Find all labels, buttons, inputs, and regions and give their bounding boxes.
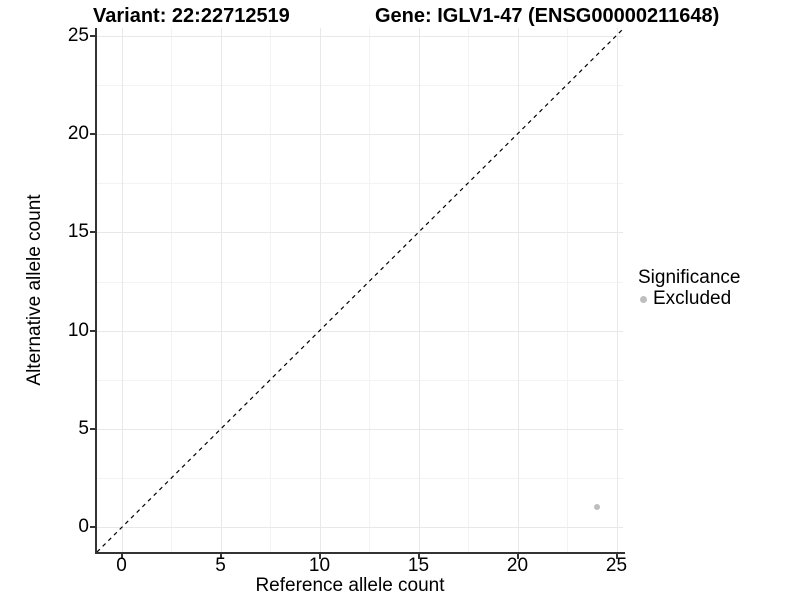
x-major-gridline bbox=[121, 28, 123, 552]
y-major-gridline bbox=[97, 428, 623, 430]
x-tick-label: 5 bbox=[215, 555, 226, 576]
x-minor-gridline bbox=[171, 28, 172, 552]
x-major-gridline bbox=[220, 28, 222, 552]
x-tick-mark bbox=[120, 554, 123, 559]
y-tick-mark bbox=[90, 427, 95, 430]
y-tick-label: 25 bbox=[67, 25, 89, 46]
x-tick-mark bbox=[516, 554, 519, 559]
x-tick-mark bbox=[615, 554, 618, 559]
y-minor-gridline bbox=[97, 477, 623, 479]
x-axis-title: Reference allele count bbox=[255, 575, 445, 596]
y-major-gridline bbox=[97, 36, 623, 37]
y-major-gridline bbox=[97, 134, 623, 136]
data-point-excluded bbox=[593, 504, 600, 511]
y-tick-mark bbox=[90, 526, 95, 528]
x-minor-gridline bbox=[369, 28, 370, 552]
x-minor-gridline bbox=[270, 28, 271, 552]
y-tick-label: 10 bbox=[67, 319, 89, 341]
legend: Significance Excluded bbox=[638, 267, 740, 309]
y-minor-gridline bbox=[97, 281, 623, 283]
y-tick-label: 15 bbox=[67, 221, 89, 243]
y-tick-label: 20 bbox=[67, 123, 89, 145]
legend-entry-label: Excluded bbox=[653, 288, 732, 309]
y-tick-mark bbox=[90, 133, 95, 136]
x-minor-gridline bbox=[567, 28, 568, 552]
x-tick-label: 10 bbox=[308, 555, 331, 576]
x-tick-label: 15 bbox=[407, 555, 430, 576]
x-major-gridline bbox=[319, 28, 321, 552]
plot-panel bbox=[97, 28, 623, 552]
y-minor-gridline bbox=[97, 379, 623, 381]
y-tick-mark bbox=[90, 35, 95, 37]
y-tick-label: 5 bbox=[78, 417, 89, 439]
legend-entry-excluded: Excluded bbox=[638, 289, 740, 309]
legend-point-icon bbox=[640, 295, 647, 303]
y-major-gridline bbox=[97, 527, 623, 528]
y-tick-label: 0 bbox=[78, 516, 89, 537]
x-tick-mark bbox=[318, 554, 321, 559]
x-tick-label: 25 bbox=[605, 555, 628, 576]
x-tick-label: 0 bbox=[116, 555, 127, 576]
x-axis-line bbox=[95, 552, 625, 554]
y-minor-gridline bbox=[97, 183, 623, 185]
y-tick-mark bbox=[90, 329, 95, 332]
x-tick-mark bbox=[417, 554, 420, 559]
x-major-gridline bbox=[418, 28, 420, 552]
y-axis-title: Alternative allele count bbox=[24, 194, 45, 386]
identity-line bbox=[97, 28, 623, 552]
x-minor-gridline bbox=[468, 28, 469, 552]
y-major-gridline bbox=[97, 232, 623, 234]
x-major-gridline bbox=[517, 28, 519, 552]
x-tick-mark bbox=[219, 554, 222, 559]
plot-title-variant: Variant: 22:22712519 bbox=[93, 5, 290, 27]
y-tick-mark bbox=[90, 231, 95, 234]
x-tick-label: 20 bbox=[506, 555, 529, 576]
y-major-gridline bbox=[97, 330, 623, 332]
x-major-gridline bbox=[616, 28, 618, 552]
plot-title-gene: Gene: IGLV1-47 (ENSG00000211648) bbox=[375, 5, 720, 27]
legend-title: Significance bbox=[638, 267, 741, 288]
y-axis-line bbox=[95, 28, 97, 554]
y-minor-gridline bbox=[97, 85, 623, 87]
